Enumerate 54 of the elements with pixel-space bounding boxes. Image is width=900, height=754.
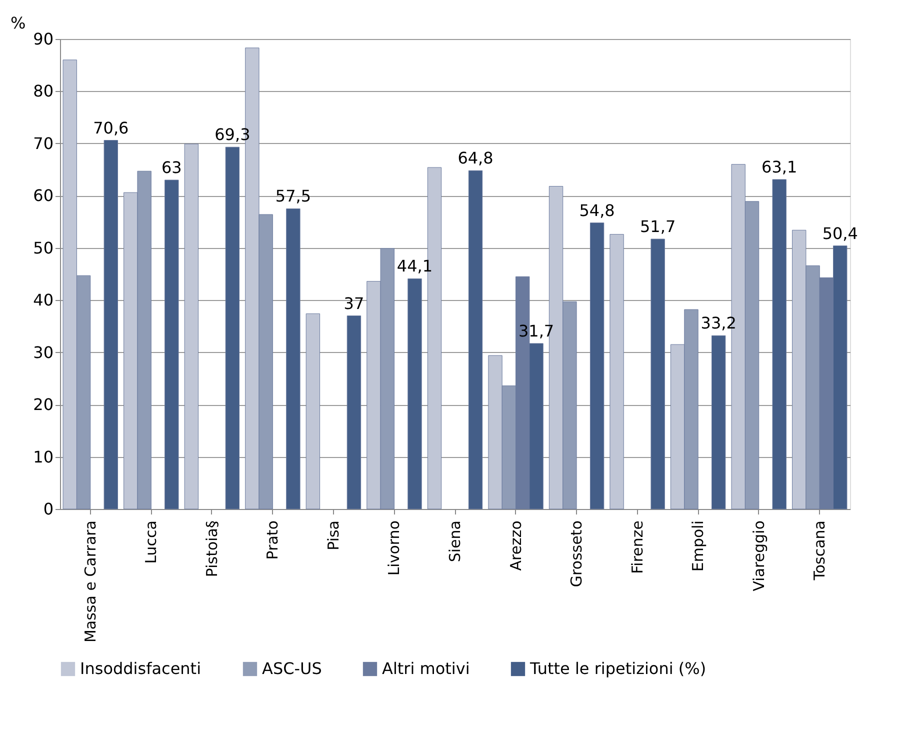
y-tick-label: 90	[33, 30, 54, 48]
y-tick-label: 50	[33, 238, 54, 258]
y-tick-label: 10	[33, 447, 54, 466]
bar	[590, 222, 604, 510]
y-tick-label: 60	[33, 186, 54, 206]
bar	[225, 146, 240, 510]
data-label: 57,5	[275, 186, 312, 206]
legend-label: ASC-US	[262, 659, 322, 678]
y-tick-label: 80	[33, 82, 54, 101]
x-tick-label: Grosseto	[568, 520, 586, 588]
bar	[650, 238, 665, 510]
data-label: 70,6	[93, 118, 129, 138]
y-tick-label: 20	[33, 395, 54, 414]
y-tick-label: 0	[43, 500, 54, 518]
x-tick-label: Siena	[446, 520, 464, 562]
bar	[346, 316, 362, 510]
data-label: 33,2	[700, 314, 736, 333]
x-tick-label: Massa e Carrara	[81, 520, 100, 643]
data-label: 69,3	[214, 125, 250, 144]
legend-label: Insoddisfacenti	[80, 659, 202, 678]
legend-label: Tutte le ripetizioni (%)	[529, 659, 706, 678]
data-label: 50,4	[822, 224, 858, 243]
data-label: 54,8	[579, 200, 615, 220]
x-tick-label: Arezzo	[506, 520, 525, 571]
data-label: 63,1	[762, 157, 798, 176]
data-label: 44,1	[396, 256, 433, 276]
data-label: 63	[161, 158, 182, 177]
x-tick-label: Livorno	[385, 520, 404, 576]
data-label: 51,7	[640, 217, 676, 236]
x-tick-label: Empoli	[689, 520, 708, 572]
bar	[104, 140, 118, 510]
x-tick-label: Firenze	[628, 520, 646, 574]
data-label: 64,8	[458, 148, 494, 168]
bar	[408, 278, 422, 510]
bar	[712, 335, 726, 510]
bar	[306, 313, 320, 510]
x-tick-label: Pistoia§	[202, 520, 221, 578]
bar	[772, 179, 786, 510]
data-label: 37	[344, 294, 364, 313]
bar	[184, 144, 198, 510]
bar	[164, 180, 179, 510]
x-tick-label: Viareggio	[750, 520, 768, 592]
y-tick-label: 30	[33, 342, 54, 362]
y-tick-label: 40	[33, 290, 54, 310]
x-tick-label: Pisa	[324, 520, 342, 550]
x-tick-label: Lucca	[142, 520, 160, 564]
legend-label: Altri motivi	[382, 659, 470, 678]
y-axis-title: %	[10, 14, 26, 32]
y-tick-label: 70	[33, 134, 54, 153]
x-tick-label: Prato	[264, 520, 282, 560]
bar	[468, 170, 483, 510]
bar	[610, 234, 624, 510]
bar	[286, 208, 300, 510]
x-tick-label: Toscana	[810, 520, 829, 582]
